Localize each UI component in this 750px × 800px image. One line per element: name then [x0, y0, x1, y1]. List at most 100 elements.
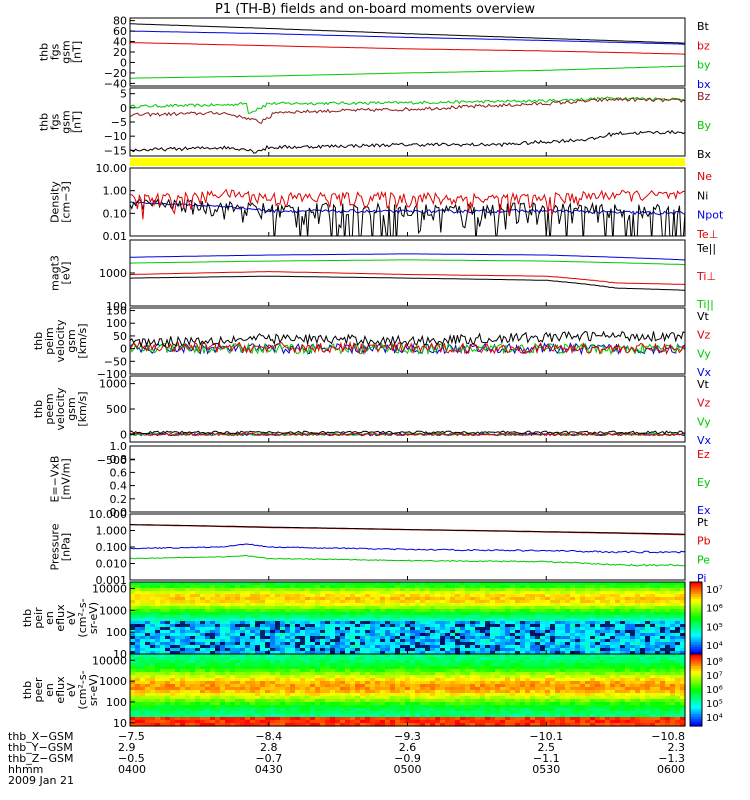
heatmap-cell — [335, 612, 341, 616]
heatmap-cell — [390, 708, 396, 712]
heatmap-cell — [240, 585, 246, 589]
heatmap-cell — [235, 633, 241, 637]
heatmap-cell — [640, 618, 646, 622]
heatmap-cell — [565, 615, 571, 619]
colorbar-segment — [690, 620, 702, 624]
heatmap-cell — [425, 588, 431, 592]
heatmap-cell — [530, 711, 536, 715]
heatmap-cell — [385, 615, 391, 619]
heatmap-cell — [355, 603, 361, 607]
heatmap-cell — [420, 603, 426, 607]
heatmap-cell — [265, 618, 271, 622]
heatmap-cell — [645, 603, 651, 607]
heatmap-cell — [630, 651, 636, 655]
heatmap-cell — [205, 663, 211, 667]
heatmap-cell — [170, 597, 176, 601]
heatmap-cell — [185, 603, 191, 607]
heatmap-cell — [410, 684, 416, 688]
heatmap-cell — [195, 714, 201, 718]
heatmap-cell — [500, 651, 506, 655]
heatmap-cell — [350, 588, 356, 592]
heatmap-cell — [220, 588, 226, 592]
heatmap-cell — [260, 645, 266, 649]
heatmap-cell — [225, 711, 231, 715]
heatmap-cell — [455, 636, 461, 640]
heatmap-cell — [340, 711, 346, 715]
heatmap-cell — [235, 675, 241, 679]
heatmap-cell — [220, 681, 226, 685]
heatmap-cell — [130, 582, 136, 586]
heatmap-cell — [565, 594, 571, 598]
heatmap-cell — [455, 714, 461, 718]
heatmap-cell — [300, 657, 306, 661]
heatmap-cell — [390, 594, 396, 598]
heatmap-cell — [140, 663, 146, 667]
heatmap-cell — [660, 639, 666, 643]
heatmap-cell — [160, 687, 166, 691]
heatmap-cell — [305, 687, 311, 691]
heatmap-cell — [370, 627, 376, 631]
heatmap-cell — [460, 639, 466, 643]
heatmap-cell — [320, 636, 326, 640]
heatmap-cell — [390, 696, 396, 700]
heatmap-cell — [510, 720, 516, 724]
heatmap-cell — [505, 684, 511, 688]
heatmap-cell — [665, 588, 671, 592]
heatmap-cell — [635, 651, 641, 655]
heatmap-cell — [660, 651, 666, 655]
heatmap-cell — [455, 630, 461, 634]
heatmap-cell — [275, 612, 281, 616]
heatmap-cell — [480, 672, 486, 676]
heatmap-cell — [405, 639, 411, 643]
heatmap-cell — [305, 714, 311, 718]
heatmap-cell — [500, 615, 506, 619]
heatmap-cell — [525, 654, 531, 658]
heatmap-cell — [145, 708, 151, 712]
heatmap-cell — [135, 723, 141, 727]
heatmap-cell — [345, 702, 351, 706]
heatmap-cell — [135, 624, 141, 628]
heatmap-cell — [360, 696, 366, 700]
y-tick-label: 5 — [120, 88, 127, 101]
heatmap-cell — [175, 693, 181, 697]
heatmap-cell — [340, 588, 346, 592]
heatmap-cell — [550, 609, 556, 613]
heatmap-cell — [275, 717, 281, 721]
heatmap-cell — [225, 606, 231, 610]
heatmap-cell — [495, 693, 501, 697]
heatmap-cell — [130, 696, 136, 700]
heatmap-cell — [340, 675, 346, 679]
heatmap-cell — [470, 705, 476, 709]
heatmap-cell — [370, 717, 376, 721]
heatmap-cell — [290, 654, 296, 658]
heatmap-cell — [180, 672, 186, 676]
heatmap-cell — [290, 630, 296, 634]
heatmap-cell — [325, 606, 331, 610]
heatmap-cell — [355, 690, 361, 694]
colorbar-segment — [690, 622, 702, 626]
heatmap-cell — [495, 588, 501, 592]
heatmap-cell — [190, 591, 196, 595]
heatmap-cell — [525, 609, 531, 613]
heatmap-cell — [535, 702, 541, 706]
heatmap-cell — [515, 651, 521, 655]
heatmap-cell — [250, 639, 256, 643]
heatmap-cell — [460, 612, 466, 616]
heatmap-cell — [130, 654, 136, 658]
heatmap-cell — [440, 654, 446, 658]
heatmap-cell — [135, 654, 141, 658]
legend-entry: Vz — [697, 329, 711, 342]
heatmap-cell — [480, 582, 486, 586]
heatmap-cell — [265, 705, 271, 709]
heatmap-cell — [230, 693, 236, 697]
heatmap-cell — [650, 639, 656, 643]
heatmap-cell — [415, 585, 421, 589]
heatmap-cell — [275, 678, 281, 682]
heatmap-cell — [230, 594, 236, 598]
heatmap-cell — [460, 654, 466, 658]
heatmap-cell — [305, 618, 311, 622]
heatmap-cell — [550, 639, 556, 643]
heatmap-cell — [220, 618, 226, 622]
heatmap-cell — [605, 645, 611, 649]
heatmap-cell — [170, 678, 176, 682]
